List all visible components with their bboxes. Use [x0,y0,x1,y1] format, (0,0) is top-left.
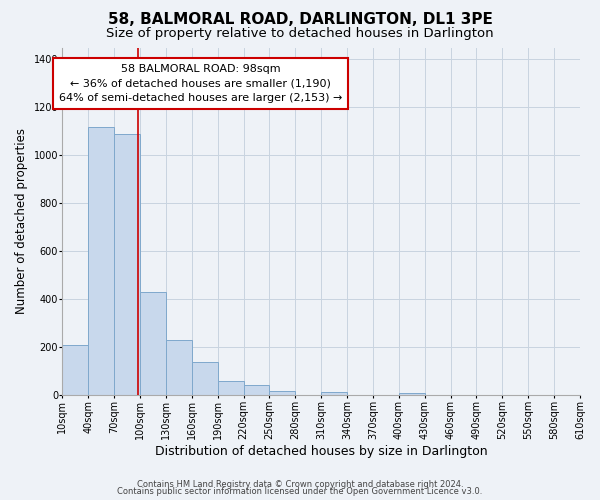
Bar [321,392,347,396]
X-axis label: Distribution of detached houses by size in Darlington: Distribution of detached houses by size … [155,444,487,458]
Bar [166,340,192,396]
Bar [140,292,166,396]
Bar [192,362,218,396]
Bar [399,393,425,396]
Text: Contains public sector information licensed under the Open Government Licence v3: Contains public sector information licen… [118,488,482,496]
Text: Size of property relative to detached houses in Darlington: Size of property relative to detached ho… [106,28,494,40]
Bar [269,390,295,396]
Bar [88,126,114,396]
Bar [62,345,88,396]
Y-axis label: Number of detached properties: Number of detached properties [15,128,28,314]
Text: 58, BALMORAL ROAD, DARLINGTON, DL1 3PE: 58, BALMORAL ROAD, DARLINGTON, DL1 3PE [107,12,493,28]
Bar [244,384,269,396]
Text: Contains HM Land Registry data © Crown copyright and database right 2024.: Contains HM Land Registry data © Crown c… [137,480,463,489]
Bar [218,381,244,396]
Bar [114,134,140,396]
Text: 58 BALMORAL ROAD: 98sqm
← 36% of detached houses are smaller (1,190)
64% of semi: 58 BALMORAL ROAD: 98sqm ← 36% of detache… [59,64,342,104]
